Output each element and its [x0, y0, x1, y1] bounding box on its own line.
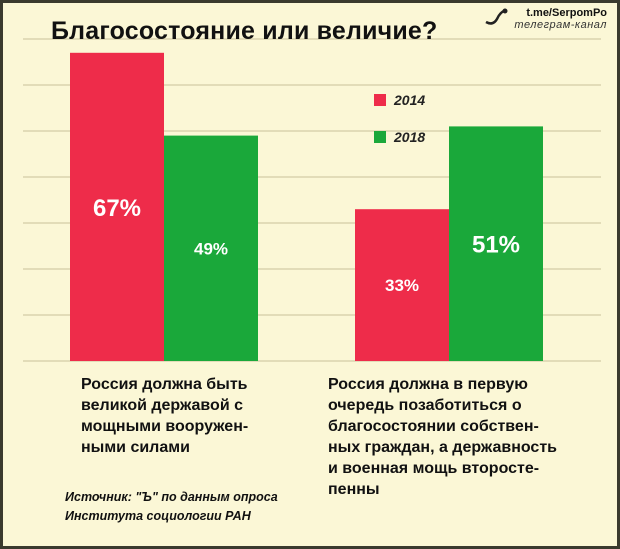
source-line: Института социологии РАН [65, 509, 251, 523]
chart-title: Благосостояние или величие? [51, 17, 438, 45]
category-label-line: Россия должна в первую [328, 376, 528, 393]
legend-label-2018: 2018 [394, 129, 426, 145]
data-label-2014-cat1: 67% [93, 195, 141, 222]
data-label-2014-cat2: 33% [385, 276, 419, 295]
category-label-line: мощными вооружен- [81, 418, 249, 435]
legend-swatch-2014 [374, 94, 386, 106]
brand-logo-icon [485, 8, 508, 25]
legend-swatch-2018 [374, 131, 386, 143]
category-label-line: великой державой с [81, 397, 244, 414]
category-label-great-power: Россия должна быть великой державой с мо… [81, 374, 281, 458]
category-label-welfare: Россия должна в первую очередь позаботит… [328, 374, 588, 500]
source-line: Источник: "Ъ" по данным опроса [65, 490, 278, 504]
brand-url[interactable]: t.me/SerpomPo [526, 7, 607, 19]
brand: t.me/SerpomPo телеграм-канал [514, 7, 607, 31]
data-label-2018-cat2: 51% [472, 232, 520, 259]
legend-item-2018: 2018 [374, 129, 425, 145]
source-note: Источник: "Ъ" по данным опроса Института… [65, 488, 278, 526]
category-label-line: благосостоянии собствен- [328, 418, 539, 435]
bar-2014-cat1 [70, 52, 164, 362]
legend-item-2014: 2014 [374, 92, 425, 108]
data-label-2018-cat1: 49% [194, 239, 228, 258]
category-label-line: Россия должна быть [81, 376, 248, 393]
category-label-line: ных граждан, а державность [328, 439, 557, 456]
legend-label-2014: 2014 [394, 92, 426, 108]
category-label-line: и военная мощь второсте- [328, 460, 540, 477]
category-label-line: пенны [328, 481, 380, 498]
bar-2014-cat2 [355, 209, 449, 361]
brand-subtitle: телеграм-канал [514, 19, 607, 31]
category-label-line: очередь позаботиться о [328, 397, 522, 414]
bar-chart: 67% 49% 33% 51% [23, 38, 601, 362]
bar-2018-cat2 [449, 126, 543, 362]
category-label-line: ными силами [81, 439, 190, 456]
bar-2018-cat1 [164, 135, 258, 361]
